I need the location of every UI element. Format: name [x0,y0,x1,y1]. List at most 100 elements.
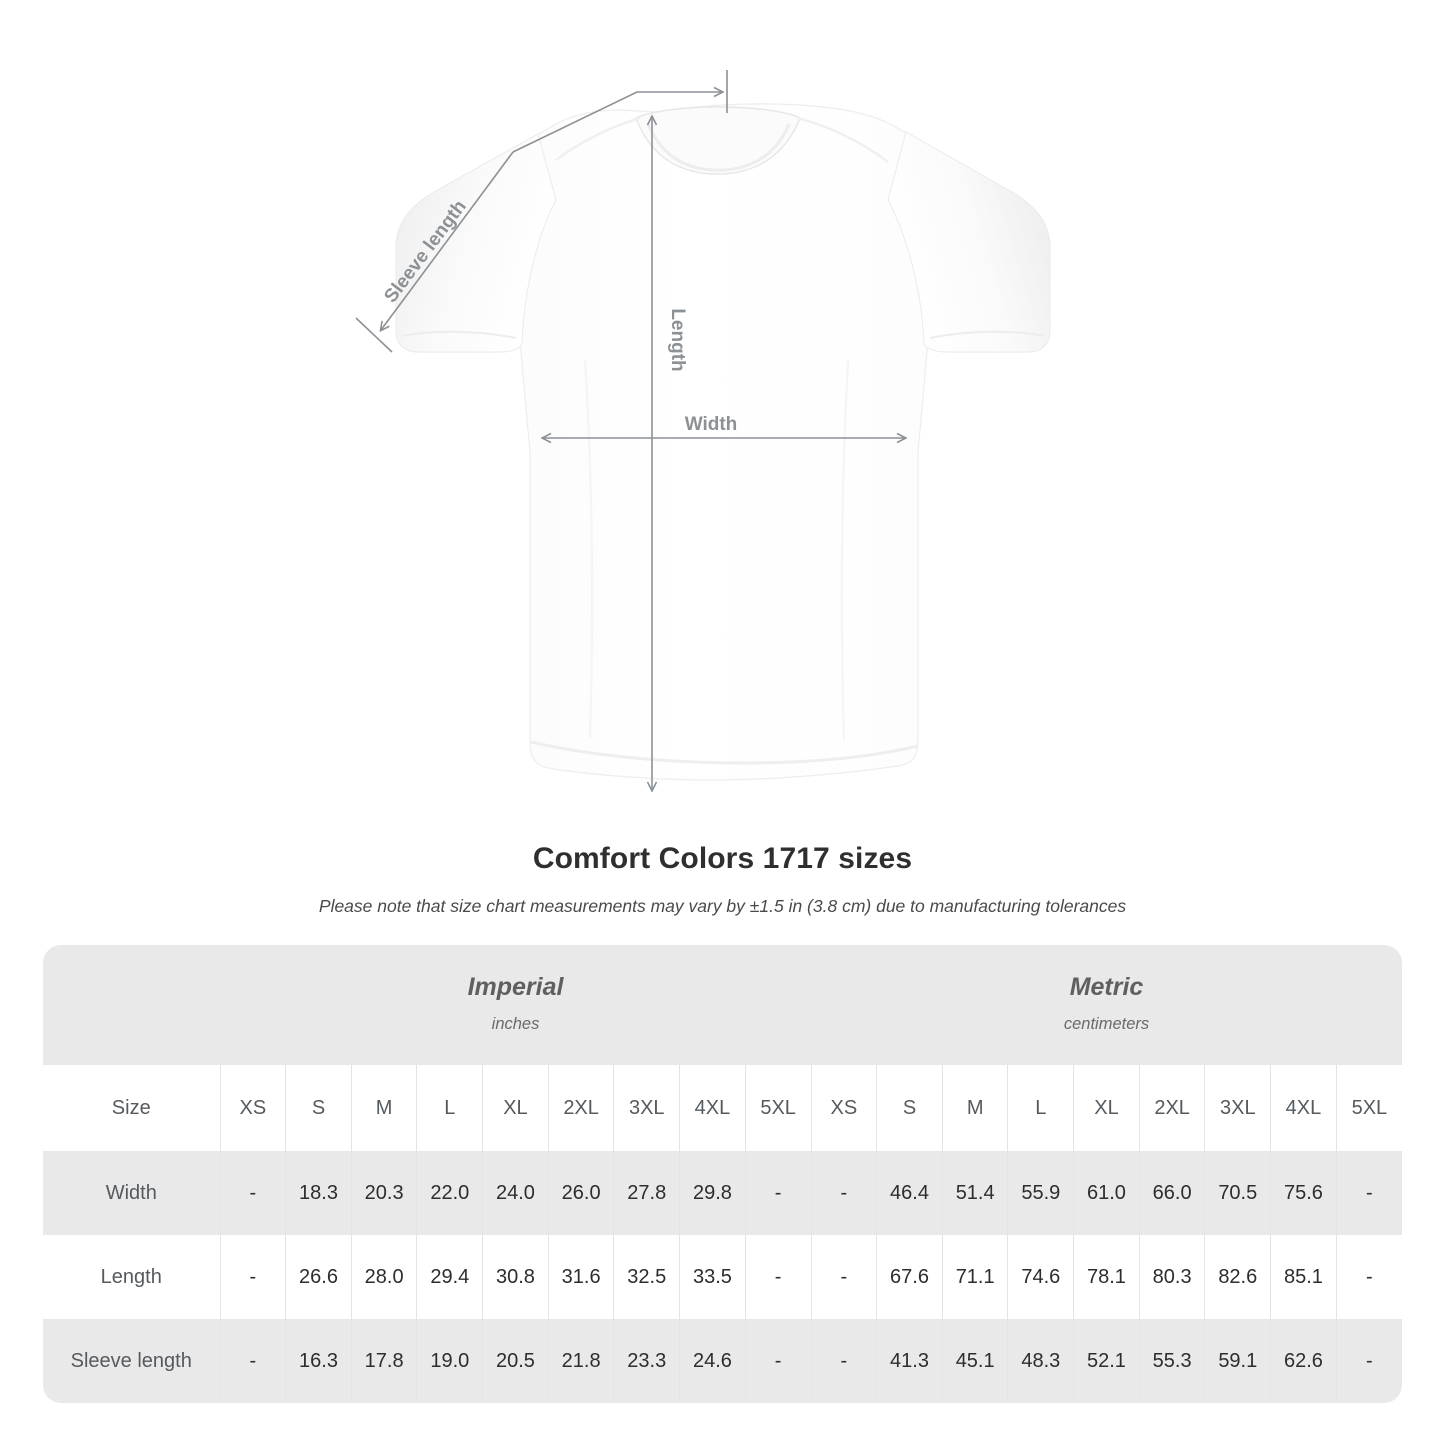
cell-width-metric-xl: 61.0 [1073,1151,1140,1235]
size-chart-table-wrap: Imperial inches Metric centimeters Size XS S M L… [43,945,1402,1403]
cell-sleeve-length-imperial-m: 17.8 [350,1319,417,1403]
size-header-3xl-imperial: 3XL [613,1065,680,1151]
size-header-s-metric: S [876,1065,943,1151]
width-dimension: Width [543,414,905,438]
size-header-3xl-metric: 3XL [1204,1065,1271,1151]
cell-length-metric-2xl: 80.3 [1138,1235,1205,1319]
tshirt-right-sleeve [887,131,1051,353]
cell-sleeve-length-imperial-s: 16.3 [285,1319,352,1403]
cell-sleeve-length-metric-l: 48.3 [1007,1319,1074,1403]
size-header-m-imperial: M [350,1065,417,1151]
cell-sleeve-length-imperial-l: 19.0 [416,1319,483,1403]
cell-length-metric-3xl: 82.6 [1204,1235,1271,1319]
cell-sleeve-length-metric-4xl: 62.6 [1270,1319,1337,1403]
cell-length-imperial-4xl: 33.5 [679,1235,746,1319]
size-header-s-imperial: S [285,1065,352,1151]
size-header-2xl-imperial: 2XL [547,1065,614,1151]
size-chart-table: Imperial inches Metric centimeters Size XS S M L… [43,945,1402,1403]
unit-group-metric: Metric centimeters [811,945,1402,1065]
size-header-xs-metric: XS [810,1065,877,1151]
cell-sleeve-length-metric-3xl: 59.1 [1204,1319,1271,1403]
page-title: Comfort Colors 1717 sizes [532,842,913,875]
size-column-header: Size [43,1065,220,1151]
cell-width-imperial-l: 22.0 [416,1151,483,1235]
size-header-l-metric: L [1007,1065,1074,1151]
unit-group-name: Imperial [467,972,564,1001]
cell-width-metric-m: 51.4 [941,1151,1008,1235]
cell-width-metric-2xl: 66.0 [1138,1151,1205,1235]
cell-sleeve-length-metric-xl: 52.1 [1073,1319,1140,1403]
cell-length-metric-xl: 78.1 [1073,1235,1140,1319]
cell-width-metric-l: 55.9 [1007,1151,1074,1235]
table-row: Sleeve length -16.3 17.8 19.0 20.5 21.8 23.3 24… [43,1319,1402,1403]
unit-header-row: Imperial inches Metric centimeters [43,945,1402,1065]
cell-length-metric-l: 74.6 [1007,1235,1074,1319]
size-header-2xl-metric: 2XL [1138,1065,1205,1151]
cell-sleeve-length-metric-m: 45.1 [941,1319,1008,1403]
cell-length-metric-5xl: - [1335,1235,1402,1319]
cell-width-imperial-5xl: - [744,1151,812,1235]
tshirt-graphic [395,103,1051,781]
cell-sleeve-length-metric-2xl: 55.3 [1138,1319,1205,1403]
cell-length-metric-4xl: 85.1 [1270,1235,1337,1319]
cell-sleeve-length-metric-s: 41.3 [876,1319,943,1403]
cell-length-metric-m: 71.1 [941,1235,1008,1319]
size-header-l-imperial: L [416,1065,483,1151]
length-label: Length [667,308,688,371]
cell-length-imperial-2xl: 31.6 [547,1235,614,1319]
table-row: Length -26.6 28.0 29.4 30.8 31.6 32.5 33.5- -67.… [43,1235,1402,1319]
cell-sleeve-length-imperial-xs: - [219,1319,286,1403]
cell-width-imperial-s: 18.3 [285,1151,352,1235]
heading-block: Comfort Colors 1717 sizes Please note th… [0,840,1445,918]
cell-width-metric-3xl: 70.5 [1204,1151,1271,1235]
size-header-5xl-metric: 5XL [1335,1065,1402,1151]
unit-group-sub: inches [491,1014,540,1033]
tshirt-illustration: Sleeve length Length Width [355,70,1051,830]
cell-width-metric-5xl: - [1335,1151,1402,1235]
cell-sleeve-length-imperial-4xl: 24.6 [679,1319,746,1403]
cell-sleeve-length-imperial-5xl: - [744,1319,812,1403]
tshirt-left-sleeve [395,133,557,353]
table-row: Width -18.3 20.3 22.0 24.0 26.0 27.8 29.8- -46.4… [43,1151,1402,1235]
size-header-4xl-metric: 4XL [1270,1065,1337,1151]
cell-width-metric-s: 46.4 [876,1151,943,1235]
cell-length-imperial-xs: - [219,1235,286,1319]
unit-group-name: Metric [1069,972,1144,1001]
cell-sleeve-length-imperial-3xl: 23.3 [613,1319,680,1403]
cell-length-imperial-3xl: 32.5 [613,1235,680,1319]
cell-width-imperial-2xl: 26.0 [547,1151,614,1235]
cell-sleeve-length-metric-5xl: - [1335,1319,1402,1403]
size-header-4xl-imperial: 4XL [679,1065,746,1151]
row-label-width: Width [43,1151,220,1235]
unit-spacer-cell [43,945,220,1065]
cell-sleeve-length-imperial-2xl: 21.8 [547,1319,614,1403]
cell-width-metric-xs: - [810,1151,877,1235]
size-header-xl-imperial: XL [482,1065,549,1151]
cell-width-imperial-m: 20.3 [350,1151,417,1235]
cell-length-imperial-xl: 30.8 [482,1235,549,1319]
size-header-row: Size XS S M L XL 2XL 3XL 4XL 5XL XS S M L XL 2XL 3XL 4XL 5… [43,1065,1402,1151]
cell-width-imperial-3xl: 27.8 [613,1151,680,1235]
cell-width-metric-4xl: 75.6 [1270,1151,1337,1235]
cell-sleeve-length-imperial-xl: 20.5 [482,1319,549,1403]
cell-length-imperial-5xl: - [744,1235,812,1319]
tshirt-collar [635,106,801,175]
cell-width-imperial-xl: 24.0 [482,1151,549,1235]
cell-length-metric-xs: - [810,1235,877,1319]
size-header-xl-metric: XL [1073,1065,1140,1151]
size-header-m-metric: M [941,1065,1008,1151]
cell-length-imperial-m: 28.0 [350,1235,417,1319]
length-dimension: Length [652,117,688,790]
cell-length-metric-s: 67.6 [876,1235,943,1319]
unit-group-imperial: Imperial inches [220,945,812,1065]
cell-length-imperial-s: 26.6 [285,1235,352,1319]
size-header-xs-imperial: XS [219,1065,286,1151]
cell-sleeve-length-metric-xs: - [810,1319,877,1403]
tolerance-note: Please note that size chart measurements… [318,896,1127,916]
size-header-5xl-imperial: 5XL [744,1065,812,1151]
tshirt-hem [530,740,919,765]
cell-width-imperial-xs: - [219,1151,286,1235]
unit-group-sub: centimeters [1063,1014,1150,1033]
cell-width-imperial-4xl: 29.8 [679,1151,746,1235]
row-label-sleeve-length: Sleeve length [43,1319,220,1403]
